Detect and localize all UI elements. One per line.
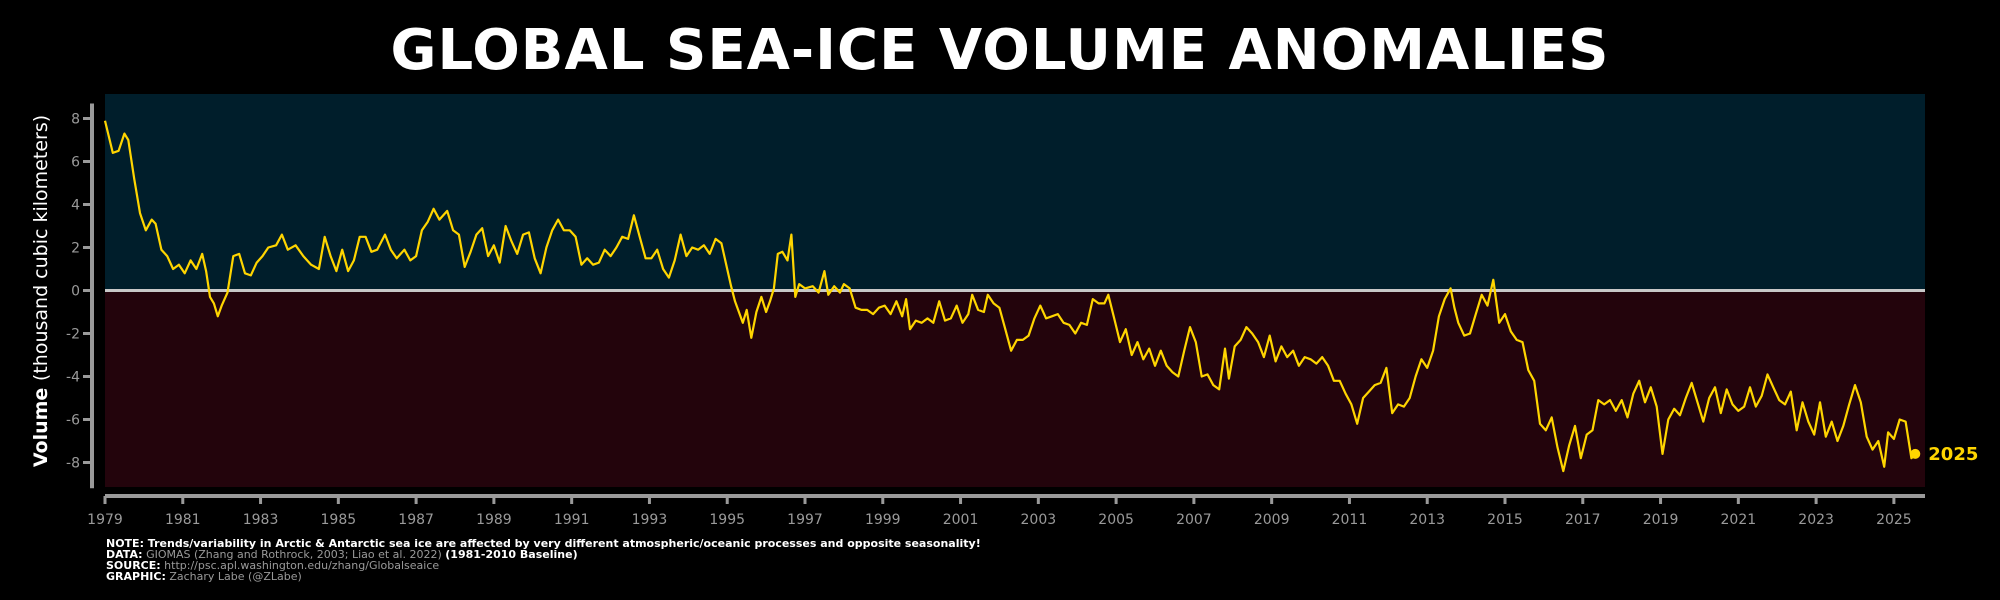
y-tick-label: 6 bbox=[71, 155, 80, 171]
x-tick-label: 1997 bbox=[787, 512, 823, 528]
source-label: SOURCE: bbox=[106, 559, 161, 572]
x-tick-label: 2021 bbox=[1721, 512, 1757, 528]
y-tick-label: 4 bbox=[71, 198, 80, 214]
source-text: http://psc.apl.washington.edu/zhang/Glob… bbox=[164, 559, 440, 572]
x-tick-label: 1995 bbox=[709, 512, 745, 528]
notes: NOTE: Trends/variability in Arctic & Ant… bbox=[106, 538, 981, 582]
y-axis-label-bold: Volume bbox=[30, 381, 52, 467]
graphic-text: Zachary Labe (@ZLabe) bbox=[169, 570, 302, 583]
x-tick-label: 1985 bbox=[321, 512, 357, 528]
end-label: 2025 bbox=[1928, 444, 1978, 465]
note-line: NOTE: Trends/variability in Arctic & Ant… bbox=[106, 538, 981, 549]
x-tick-label: 2013 bbox=[1409, 512, 1445, 528]
x-tick-label: 1991 bbox=[554, 512, 590, 528]
y-tick-label: -8 bbox=[66, 456, 80, 472]
note-text: NOTE: Trends/variability in Arctic & Ant… bbox=[106, 537, 981, 550]
page-title: GLOBAL SEA-ICE VOLUME ANOMALIES bbox=[390, 18, 1610, 83]
source-line: SOURCE: http://psc.apl.washington.edu/zh… bbox=[106, 560, 981, 571]
x-tick-label: 1999 bbox=[865, 512, 901, 528]
negative-region bbox=[105, 290, 1925, 487]
x-tick-label: 2023 bbox=[1798, 512, 1834, 528]
x-tick-label: 2009 bbox=[1254, 512, 1290, 528]
x-tick-label: 1989 bbox=[476, 512, 512, 528]
data-label: DATA: bbox=[106, 548, 143, 561]
x-tick-label: 2019 bbox=[1643, 512, 1679, 528]
y-axis-label-rest: (thousand cubic kilometers) bbox=[30, 115, 52, 381]
x-tick-label: 2001 bbox=[943, 512, 979, 528]
x-tick-label: 1981 bbox=[165, 512, 201, 528]
positive-region bbox=[105, 94, 1925, 291]
y-tick-label: 8 bbox=[71, 112, 80, 128]
y-tick-label: 2 bbox=[71, 241, 80, 257]
x-tick-label: 2017 bbox=[1565, 512, 1601, 528]
x-tick-label: 2011 bbox=[1332, 512, 1368, 528]
graphic-label: GRAPHIC: bbox=[106, 570, 166, 583]
y-tick-label: 0 bbox=[71, 284, 80, 300]
data-text: GIOMAS (Zhang and Rothrock, 2003; Liao e… bbox=[146, 548, 442, 561]
graphic-line: GRAPHIC: Zachary Labe (@ZLabe) bbox=[106, 571, 981, 582]
x-tick-label: 2015 bbox=[1487, 512, 1523, 528]
y-tick-label: -6 bbox=[66, 413, 80, 429]
end-point-marker bbox=[1910, 448, 1921, 459]
data-baseline: (1981-2010 Baseline) bbox=[445, 548, 578, 561]
x-tick-label: 1983 bbox=[243, 512, 279, 528]
y-tick-label: -4 bbox=[66, 370, 80, 386]
x-tick-label: 2025 bbox=[1876, 512, 1912, 528]
x-tick-label: 1979 bbox=[87, 512, 123, 528]
y-axis-label: Volume (thousand cubic kilometers) bbox=[30, 115, 52, 467]
x-tick-label: 2007 bbox=[1176, 512, 1212, 528]
x-tick-label: 1993 bbox=[632, 512, 668, 528]
y-tick-label: -2 bbox=[66, 327, 80, 343]
x-tick-label: 2005 bbox=[1098, 512, 1134, 528]
x-tick-label: 1987 bbox=[398, 512, 434, 528]
data-line: DATA: GIOMAS (Zhang and Rothrock, 2003; … bbox=[106, 549, 981, 560]
series-line bbox=[103, 120, 1917, 473]
x-tick-label: 2003 bbox=[1021, 512, 1057, 528]
